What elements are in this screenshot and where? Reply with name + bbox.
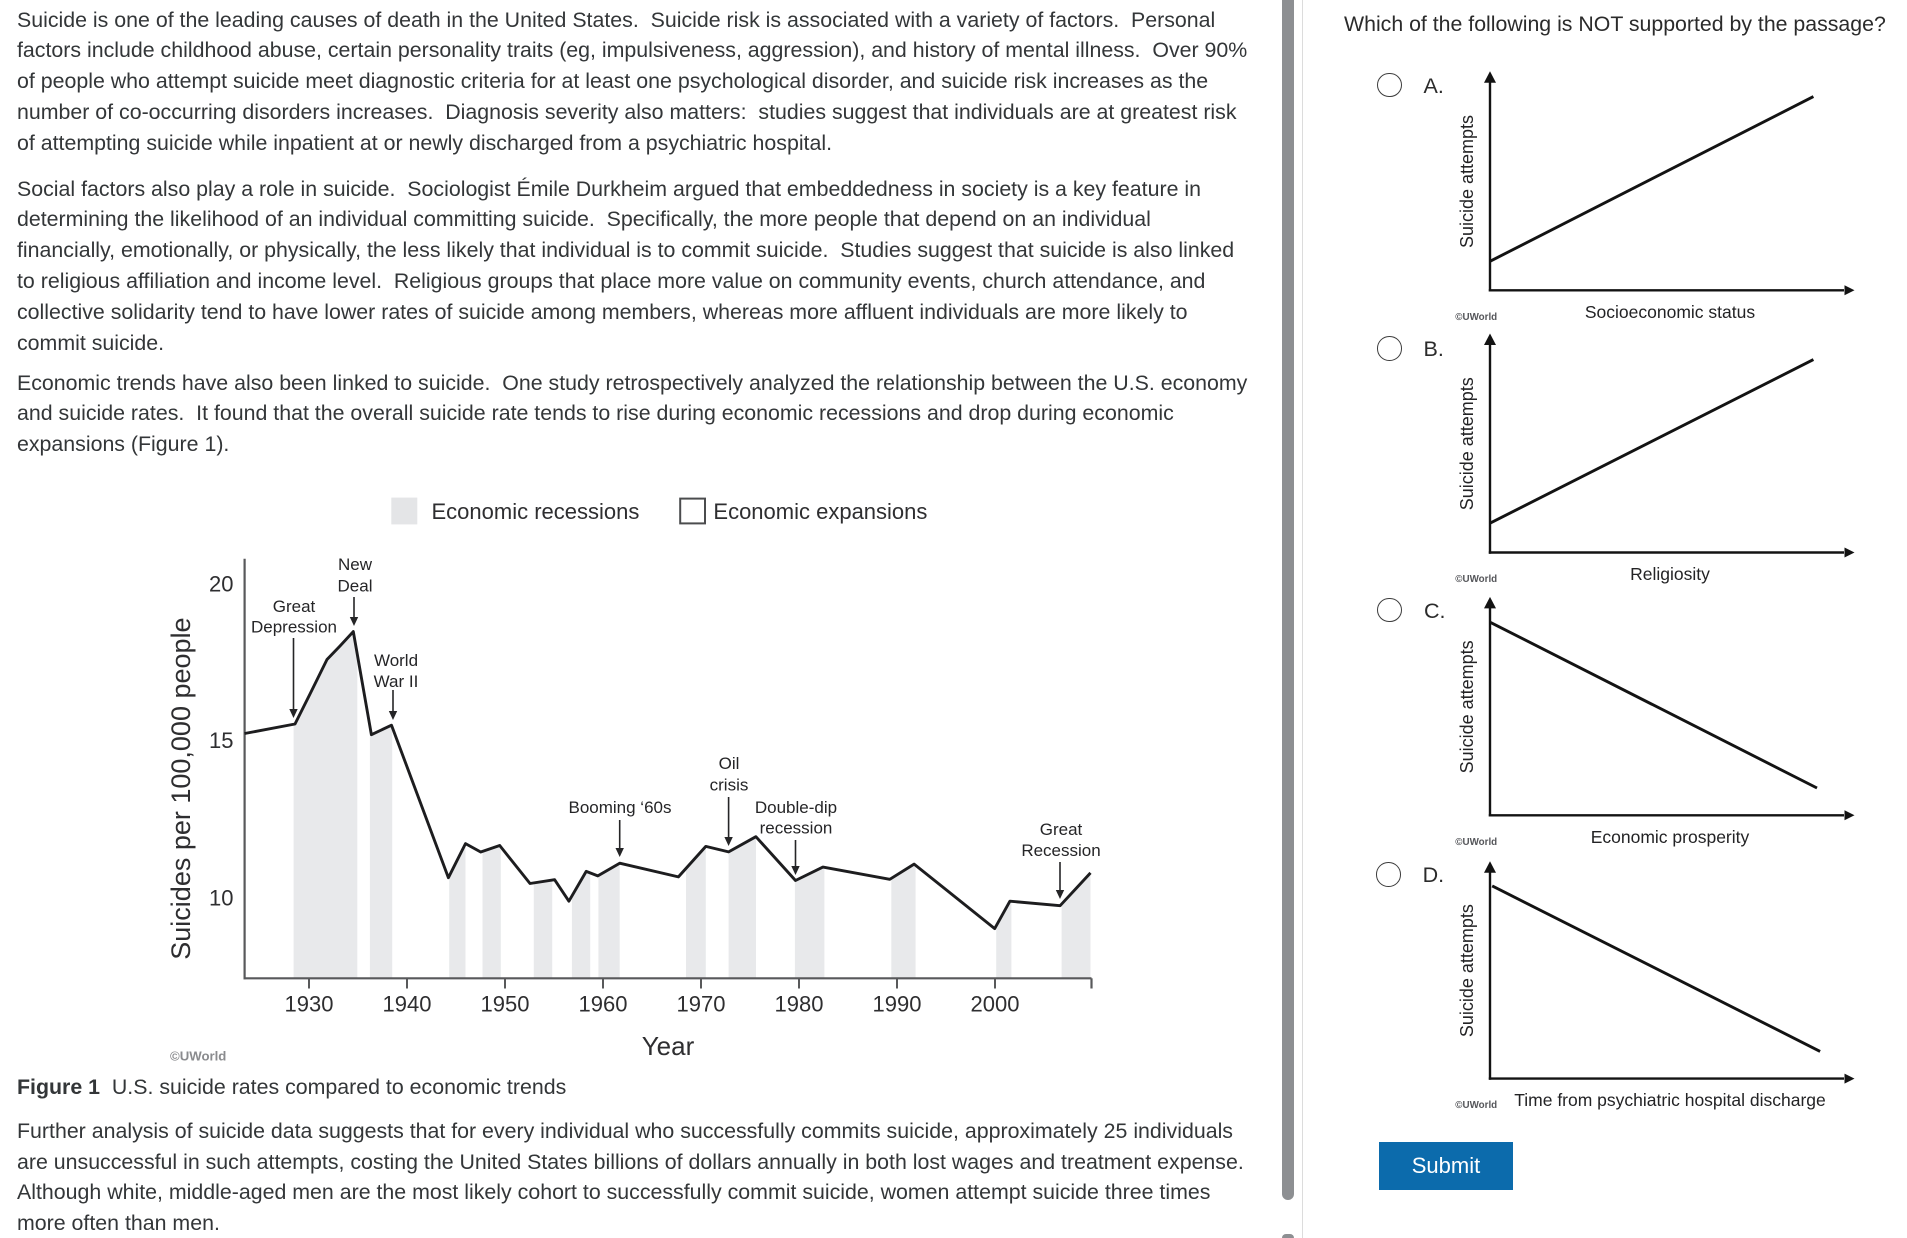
svg-text:Time from psychiatric hospital: Time from psychiatric hospital discharge <box>1514 1090 1826 1110</box>
svg-text:Depression: Depression <box>251 618 337 637</box>
svg-text:Deal: Deal <box>338 577 373 596</box>
svg-text:World: World <box>374 651 418 670</box>
svg-text:Socioeconomic status: Socioeconomic status <box>1585 302 1755 322</box>
svg-text:recession: recession <box>760 819 833 838</box>
svg-text:New: New <box>338 555 373 574</box>
svg-text:10: 10 <box>209 886 233 911</box>
svg-text:1940: 1940 <box>383 992 432 1017</box>
svg-text:20: 20 <box>209 572 233 597</box>
svg-text:15: 15 <box>209 728 233 753</box>
svg-text:Economic prosperity: Economic prosperity <box>1591 827 1750 847</box>
svg-text:War II: War II <box>374 672 419 691</box>
svg-text:Great: Great <box>1040 820 1083 839</box>
svg-text:Suicide attempts: Suicide attempts <box>1457 640 1477 773</box>
svg-text:©UWorld: ©UWorld <box>1455 574 1497 585</box>
svg-text:1990: 1990 <box>873 992 922 1017</box>
svg-text:Economic recessions: Economic recessions <box>432 499 640 524</box>
svg-text:©UWorld: ©UWorld <box>1455 1100 1497 1111</box>
svg-text:Booming ‘60s: Booming ‘60s <box>568 798 671 817</box>
svg-text:1950: 1950 <box>481 992 530 1017</box>
svg-text:Suicide attempts: Suicide attempts <box>1457 115 1477 248</box>
svg-text:Economic expansions: Economic expansions <box>713 499 927 524</box>
svg-text:2000: 2000 <box>971 992 1020 1017</box>
svg-text:1980: 1980 <box>775 992 824 1017</box>
svg-text:©UWorld: ©UWorld <box>1455 837 1497 848</box>
svg-text:Suicides per 100,000 people: Suicides per 100,000 people <box>166 617 196 959</box>
svg-text:Oil: Oil <box>719 754 740 773</box>
svg-text:©UWorld: ©UWorld <box>1455 312 1497 323</box>
svg-text:Double-dip: Double-dip <box>755 798 837 817</box>
svg-text:Religiosity: Religiosity <box>1630 564 1710 584</box>
svg-text:crisis: crisis <box>710 776 749 795</box>
svg-text:1930: 1930 <box>285 992 334 1017</box>
svg-text:Great: Great <box>273 597 316 616</box>
svg-text:Suicide attempts: Suicide attempts <box>1457 377 1477 510</box>
svg-text:Suicide attempts: Suicide attempts <box>1457 904 1477 1037</box>
svg-text:1960: 1960 <box>579 992 628 1017</box>
svg-text:Recession: Recession <box>1021 841 1100 860</box>
svg-text:1970: 1970 <box>677 992 726 1017</box>
svg-text:Year: Year <box>642 1031 695 1061</box>
svg-text:©UWorld: ©UWorld <box>170 1049 226 1064</box>
